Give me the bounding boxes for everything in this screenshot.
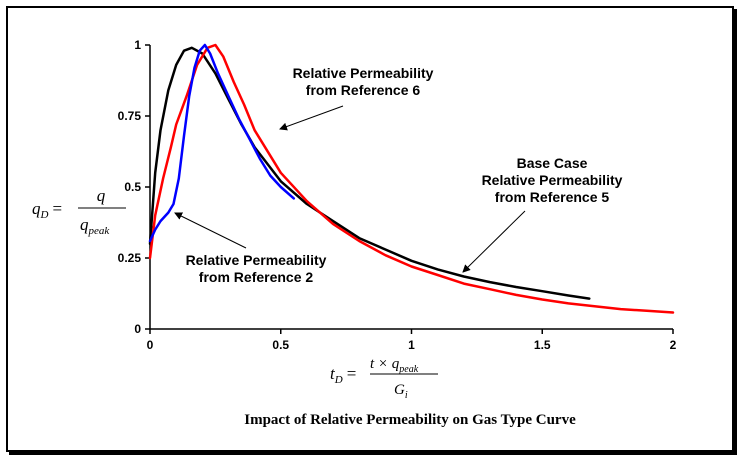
x-label-denominator-sub: i — [405, 390, 408, 401]
x-label-lhs: t — [330, 364, 336, 383]
annotation-ref5-line3: from Reference 5 — [495, 189, 610, 205]
y-tick-label: 1 — [134, 38, 141, 52]
chart-canvas: 0 0.5 1 1.5 2 0 0.25 0.5 0.75 1 Relative Permeabi… — [32, 38, 677, 428]
annotation-ref5-arrow — [462, 210, 526, 273]
annotation-reference-5: Base Case Relative Permeability from Ref… — [462, 155, 623, 273]
y-tick-label: 0 — [134, 322, 141, 336]
x-tick-label: 1 — [408, 338, 415, 352]
x-axis-label: tD = t × qpeak Gi — [330, 356, 438, 401]
y-label-numerator: q — [97, 186, 106, 205]
tick-group: 0 0.5 1 1.5 2 0 0.25 0.5 0.75 1 — [118, 38, 677, 352]
y-label-lhs: q — [32, 199, 41, 218]
y-label-denominator-sub: peak — [88, 225, 111, 237]
x-label-lhs-sub: D — [334, 374, 343, 386]
chart-title: Impact of Relative Permeability on Gas T… — [244, 412, 576, 428]
y-tick-label: 0.75 — [118, 109, 142, 123]
series-group — [148, 43, 675, 314]
x-tick-label: 0 — [147, 338, 154, 352]
svg-text:qpeak: qpeak — [80, 215, 110, 237]
annotation-reference-2: Relative Permeability from Reference 2 — [174, 212, 327, 285]
series-line-red — [148, 43, 675, 314]
y-axis-label: qD = q qpeak — [32, 186, 126, 237]
svg-text:t × qpeak: t × qpeak — [370, 356, 419, 375]
annotation-ref5-line1: Base Case — [517, 155, 588, 171]
series-line-black — [148, 46, 591, 300]
annotation-reference-6: Relative Permeability from Reference 6 — [279, 65, 434, 131]
y-tick-label: 0.25 — [118, 251, 142, 265]
svg-text:qD=: qD = — [32, 199, 62, 221]
y-label-denominator: q — [80, 215, 89, 234]
x-tick-label: 2 — [670, 338, 677, 352]
series-line-blue — [148, 43, 296, 243]
annotation-ref5-line2: Relative Permeability — [482, 172, 623, 188]
annotation-ref2-line1: Relative Permeability — [186, 252, 327, 268]
svg-text:Gi: Gi — [394, 382, 408, 401]
annotation-ref2-arrow — [174, 212, 247, 249]
chart-frame: 0 0.5 1 1.5 2 0 0.25 0.5 0.75 1 Relative Permeabi… — [6, 6, 734, 452]
y-tick-label: 0.5 — [124, 180, 141, 194]
annotation-ref2-line2: from Reference 2 — [199, 269, 314, 285]
y-label-lhs-sub: D — [40, 209, 49, 221]
annotation-ref6-line1: Relative Permeability — [293, 65, 434, 81]
x-label-numerator-sub: peak — [398, 364, 418, 375]
annotation-ref6-arrow — [279, 105, 344, 131]
x-tick-label: 0.5 — [272, 338, 289, 352]
x-label-denominator: G — [394, 382, 405, 398]
svg-text:tD=: tD = — [330, 364, 356, 386]
x-tick-label: 1.5 — [534, 338, 551, 352]
x-label-numerator: t × q — [370, 356, 400, 372]
annotation-ref6-line2: from Reference 6 — [306, 82, 421, 98]
